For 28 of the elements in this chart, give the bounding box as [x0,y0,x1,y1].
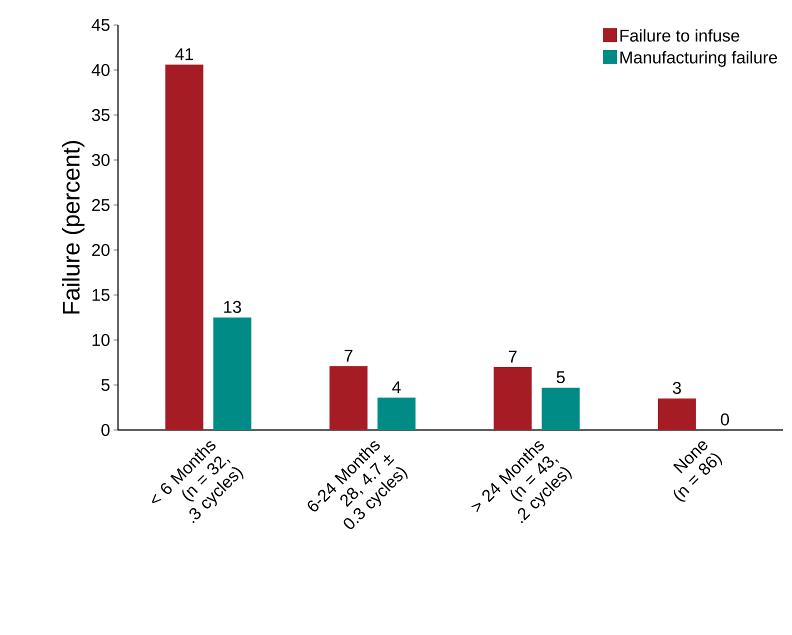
bar [330,366,368,430]
legend-label: Failure to infuse [620,29,740,42]
data-label: 5 [556,371,565,384]
bar [213,317,252,430]
data-label: 3 [672,382,681,394]
bar [542,388,580,430]
data-label: 7 [344,350,352,362]
y-tick-label: 45 [92,19,110,31]
data-label: 13 [224,300,242,313]
data-label: 0 [720,413,729,426]
y-tick-label: 5 [101,379,110,391]
y-axis-title: Failure (percent) [62,141,84,314]
data-label: 4 [392,381,401,394]
bar [658,398,696,430]
y-tick-label: 30 [92,154,110,166]
data-label: 41 [175,48,193,60]
y-tick-label: 35 [92,108,110,122]
legend-label: Manufacturing failure [620,51,778,67]
y-tick-label: 25 [92,198,110,212]
y-tick-label: 20 [92,244,110,256]
bar [494,367,532,430]
data-label: 7 [508,350,517,362]
y-tick-label: 15 [92,289,110,301]
y-tick-label: 0 [101,424,110,436]
bar [165,64,204,430]
y-tick-label: 40 [92,64,110,76]
bar [378,398,416,430]
y-tick-label: 10 [92,334,110,346]
